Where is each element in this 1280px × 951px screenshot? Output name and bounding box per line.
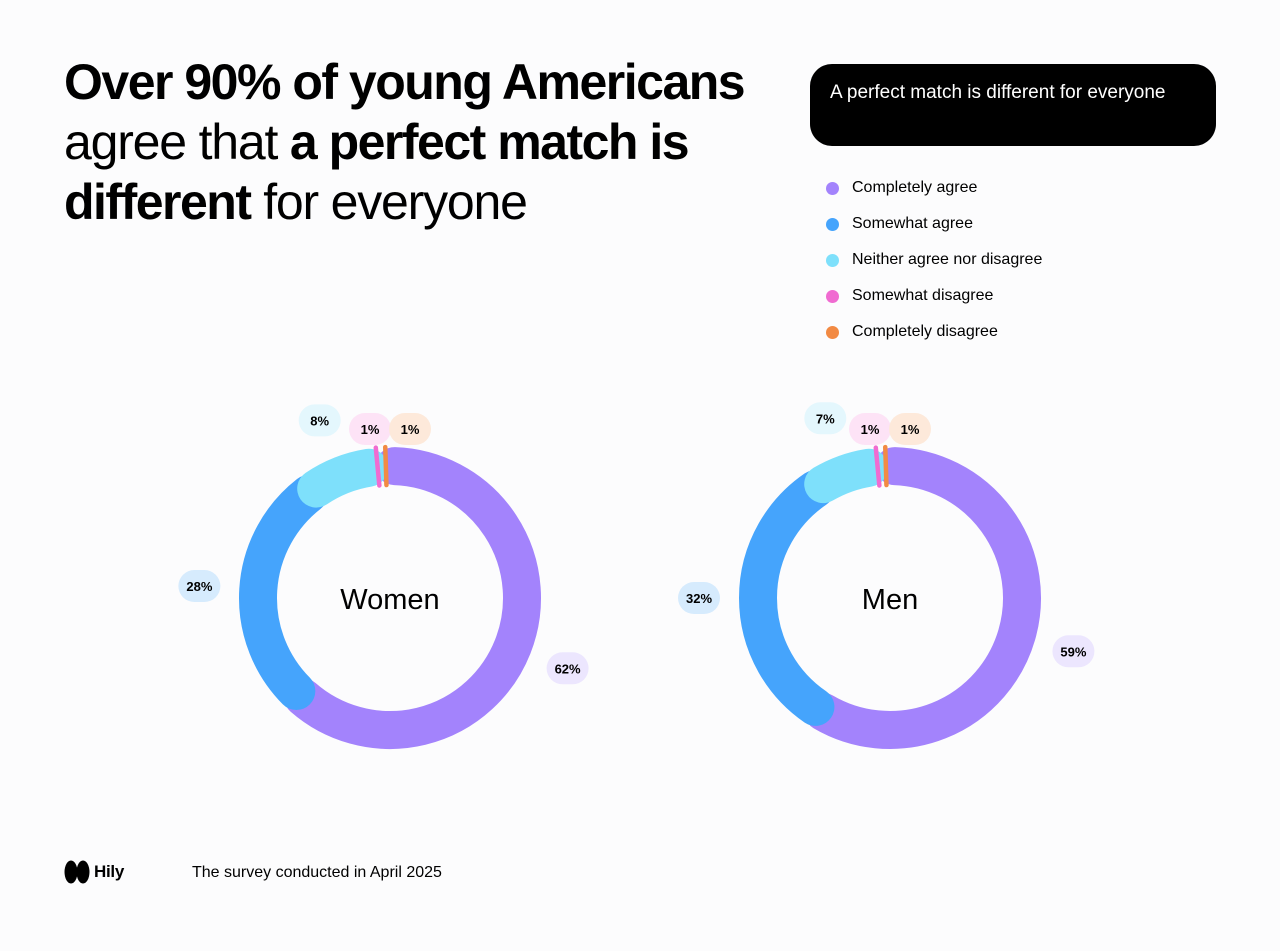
slice-label-completely-disagree: 1% bbox=[901, 422, 920, 437]
slice-label-neither-agree-nor-disagree: 7% bbox=[816, 411, 835, 426]
legend-dot bbox=[826, 181, 839, 195]
legend-dot bbox=[826, 253, 839, 267]
legend-item-somewhat-agree: Somewhat agree bbox=[826, 206, 1042, 242]
slice-label-bg bbox=[298, 404, 341, 437]
slice-label-bg bbox=[804, 402, 847, 435]
legend-label: Somewhat disagree bbox=[852, 287, 994, 304]
slice-somewhat-agree bbox=[239, 474, 328, 711]
headline-bold-2: a perfect match is different bbox=[64, 114, 690, 230]
slice-label-somewhat-disagree: 1% bbox=[361, 422, 380, 437]
slice-label-bg bbox=[389, 413, 431, 445]
slice-label-bg bbox=[178, 570, 221, 603]
legend-dot bbox=[826, 217, 839, 231]
headline-text-4: for everyone bbox=[250, 174, 528, 230]
legend-item-completely-agree: Completely agree bbox=[826, 170, 1042, 206]
donut-men: 59% 32% 7% 1% 1% Men bbox=[678, 402, 1095, 749]
legend-label: Completely disagree bbox=[852, 323, 998, 340]
slice-label-bg bbox=[849, 413, 891, 445]
legend-label: Neither agree nor disagree bbox=[852, 251, 1043, 268]
slice-completely-disagree bbox=[383, 444, 389, 488]
donut-women: 62% 28% 8% 1% 1% Women bbox=[178, 404, 589, 749]
legend-label: Somewhat agree bbox=[852, 215, 973, 232]
slice-somewhat-disagree bbox=[373, 445, 382, 488]
slice-completely-agree bbox=[284, 447, 541, 749]
legend-label: Completely agree bbox=[852, 179, 978, 196]
slice-somewhat-agree bbox=[739, 470, 835, 726]
slice-neither-agree-nor-disagree bbox=[297, 448, 388, 508]
slice-label-somewhat-agree: 32% bbox=[686, 591, 712, 606]
slice-label-bg bbox=[1052, 635, 1095, 668]
slice-label-somewhat-agree: 28% bbox=[186, 579, 212, 594]
slice-label-completely-agree: 62% bbox=[555, 661, 581, 676]
slice-label-neither-agree-nor-disagree: 8% bbox=[310, 413, 329, 428]
slice-completely-agree bbox=[804, 447, 1041, 749]
brand-name: Hily bbox=[94, 862, 124, 881]
slice-label-somewhat-disagree: 1% bbox=[861, 422, 880, 437]
brand-logo: Hily bbox=[64, 860, 124, 884]
slice-label-completely-agree: 59% bbox=[1060, 644, 1086, 659]
headline-bold-1: Over 90% of young Americans bbox=[64, 54, 746, 110]
donut-title: Women bbox=[340, 584, 439, 616]
slice-somewhat-disagree bbox=[873, 445, 882, 488]
legend-dot bbox=[826, 325, 839, 339]
headline-text-2: agree that bbox=[64, 114, 290, 170]
slice-label-bg bbox=[546, 652, 589, 685]
legend-item-completely-disagree: Completely disagree bbox=[826, 314, 1042, 350]
slice-label-completely-disagree: 1% bbox=[401, 422, 420, 437]
slice-neither-agree-nor-disagree bbox=[804, 448, 888, 504]
slice-label-bg bbox=[889, 413, 931, 445]
hily-logo-icon bbox=[64, 860, 90, 884]
donut-title: Men bbox=[862, 584, 918, 616]
question-pill: A perfect match is different for everyon… bbox=[810, 64, 1216, 146]
legend-item-somewhat-disagree: Somewhat disagree bbox=[826, 278, 1042, 314]
slice-label-bg bbox=[678, 582, 720, 614]
footer: Hily bbox=[64, 860, 124, 884]
slice-label-bg bbox=[349, 413, 391, 445]
headline: Over 90% of young Americans agree that a … bbox=[64, 52, 784, 232]
slice-completely-disagree bbox=[883, 444, 889, 488]
legend-item-neither: Neither agree nor disagree bbox=[826, 242, 1042, 278]
legend: Completely agree Somewhat agree Neither … bbox=[826, 170, 1042, 350]
survey-note: The survey conducted in April 2025 bbox=[192, 864, 442, 881]
legend-dot bbox=[826, 289, 839, 303]
